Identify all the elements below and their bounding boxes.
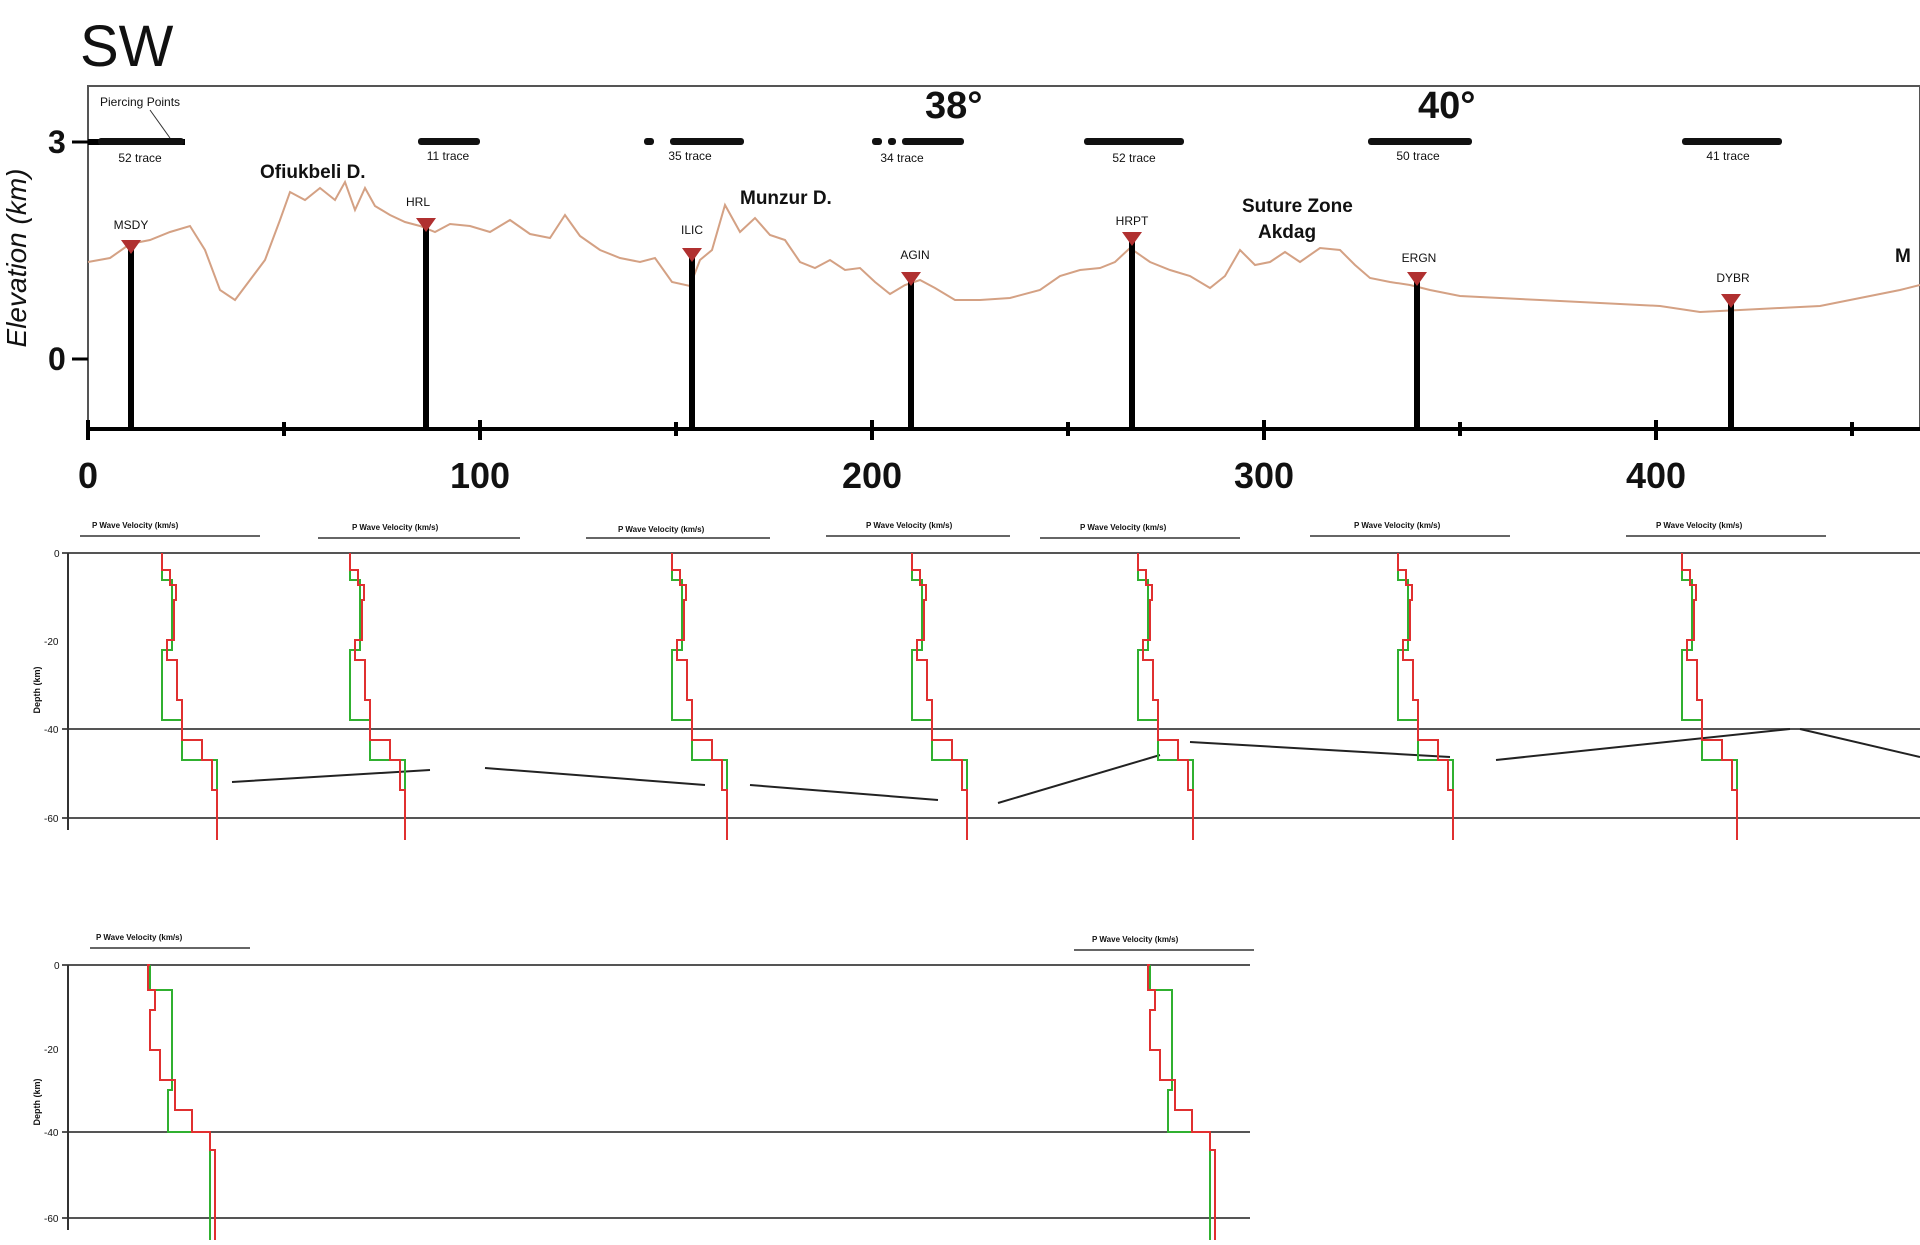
- latitude-38: 38°: [925, 85, 982, 127]
- trace-labels: 52 trace 11 trace 35 trace 34 trace 52 t…: [118, 149, 1750, 165]
- depth-axis-label-2: Depth (km): [32, 1078, 42, 1125]
- svg-text:P Wave Velocity (km/s): P Wave Velocity (km/s): [866, 521, 953, 530]
- svg-text:-20: -20: [44, 637, 59, 648]
- x-tick-200: 200: [842, 455, 902, 496]
- velocity-model-step: [1137, 553, 1194, 840]
- velocity-model-step: [161, 553, 218, 840]
- velocity-model-fine: [147, 964, 216, 1240]
- velocity-model-fine: [1681, 553, 1738, 840]
- piercing-point-clusters: [98, 138, 1782, 145]
- svg-text:-20: -20: [44, 1045, 59, 1056]
- svg-text:P Wave Velocity (km/s): P Wave Velocity (km/s): [1092, 935, 1179, 944]
- velocity-model-fine: [1137, 553, 1194, 840]
- svg-text:ERGN: ERGN: [1402, 251, 1437, 265]
- terrain-label-suture: Suture Zone: [1242, 196, 1353, 217]
- profile-frame: [87, 85, 1920, 430]
- terrain-label-m: M: [1895, 246, 1911, 267]
- velocity-models-row-2: Depth (km) 0 -20 -40 -60 P Wave Velocity…: [32, 933, 1254, 1240]
- station-agin: AGIN: [900, 248, 930, 429]
- svg-text:52 trace: 52 trace: [118, 151, 162, 165]
- svg-text:-60: -60: [44, 1214, 59, 1225]
- direction-label: SW: [80, 14, 174, 79]
- svg-text:MSDY: MSDY: [114, 218, 149, 232]
- velocity-model-step: [1149, 965, 1211, 1240]
- velocity-model-step: [671, 553, 728, 840]
- station-dybr: DYBR: [1716, 271, 1750, 429]
- station-msdy: MSDY: [114, 218, 149, 429]
- x-axis-ticks: [86, 420, 1854, 440]
- svg-text:35 trace: 35 trace: [668, 149, 712, 163]
- terrain-label-ofiukbeli: Ofiukbeli D.: [260, 162, 366, 183]
- svg-text:11 trace: 11 trace: [427, 149, 470, 163]
- svg-text:0: 0: [54, 961, 60, 972]
- station-ergn: ERGN: [1402, 251, 1437, 429]
- elevation-profile: Elevation (km) 3 0 0 100 200 300 400 Pie…: [1, 85, 1920, 496]
- svg-text:P Wave Velocity (km/s): P Wave Velocity (km/s): [1656, 521, 1743, 530]
- moho-connecting-line: [231, 728, 1920, 804]
- svg-text:P Wave Velocity (km/s): P Wave Velocity (km/s): [92, 521, 179, 530]
- latitude-40: 40°: [1418, 85, 1475, 127]
- station-ilic: ILIC: [681, 223, 703, 429]
- svg-text:50 trace: 50 trace: [1396, 149, 1440, 163]
- svg-text:41 trace: 41 trace: [1706, 149, 1750, 163]
- svg-text:ILIC: ILIC: [681, 223, 703, 237]
- svg-text:-40: -40: [44, 1128, 59, 1139]
- svg-text:HRL: HRL: [406, 195, 430, 209]
- velocity-model-fine: [911, 553, 968, 840]
- velocity-model-step: [149, 965, 211, 1240]
- svg-text:P Wave Velocity (km/s): P Wave Velocity (km/s): [618, 525, 705, 534]
- station-hrl: HRL: [406, 195, 436, 429]
- svg-text:P Wave Velocity (km/s): P Wave Velocity (km/s): [352, 523, 439, 532]
- svg-text:-60: -60: [44, 814, 59, 825]
- svg-text:0: 0: [54, 549, 60, 560]
- velocity-model-step: [911, 553, 968, 840]
- y-tick-3: 3: [48, 124, 66, 160]
- velocity-model-fine: [161, 553, 218, 840]
- svg-text:HRPT: HRPT: [1116, 214, 1149, 228]
- elevation-axis-label: Elevation (km): [1, 169, 32, 348]
- terrain-label-akdag: Akdag: [1258, 222, 1316, 243]
- velocity-model-step: [1397, 553, 1454, 840]
- svg-text:P Wave Velocity (km/s): P Wave Velocity (km/s): [1080, 523, 1167, 532]
- svg-text:DYBR: DYBR: [1716, 271, 1750, 285]
- depth-axis-label: Depth (km): [32, 666, 42, 713]
- svg-text:AGIN: AGIN: [900, 248, 929, 262]
- velocity-model-step: [1681, 553, 1738, 840]
- svg-text:P Wave Velocity (km/s): P Wave Velocity (km/s): [96, 933, 183, 942]
- terrain-label-munzur: Munzur D.: [740, 188, 832, 209]
- svg-text:-40: -40: [44, 725, 59, 736]
- station-hrpt: HRPT: [1116, 214, 1149, 429]
- velocity-model-fine: [1147, 964, 1216, 1240]
- svg-text:34 trace: 34 trace: [880, 151, 924, 165]
- x-tick-400: 400: [1626, 455, 1686, 496]
- x-tick-100: 100: [450, 455, 510, 496]
- piercing-points-label: Piercing Points: [100, 95, 180, 109]
- velocity-model-fine: [349, 553, 406, 840]
- velocity-models-row-1: Depth (km) 0 -20 -40 -60 P Wave Velocity…: [32, 521, 1920, 840]
- y-tick-0: 0: [48, 341, 66, 377]
- topography-line: [87, 179, 1920, 314]
- x-tick-0: 0: [78, 455, 98, 496]
- velocity-model-step: [349, 553, 406, 840]
- svg-text:P Wave Velocity (km/s): P Wave Velocity (km/s): [1354, 521, 1441, 530]
- velocity-model-fine: [671, 553, 728, 840]
- svg-text:52 trace: 52 trace: [1112, 151, 1156, 165]
- velocity-model-fine: [1397, 553, 1454, 840]
- x-tick-300: 300: [1234, 455, 1294, 496]
